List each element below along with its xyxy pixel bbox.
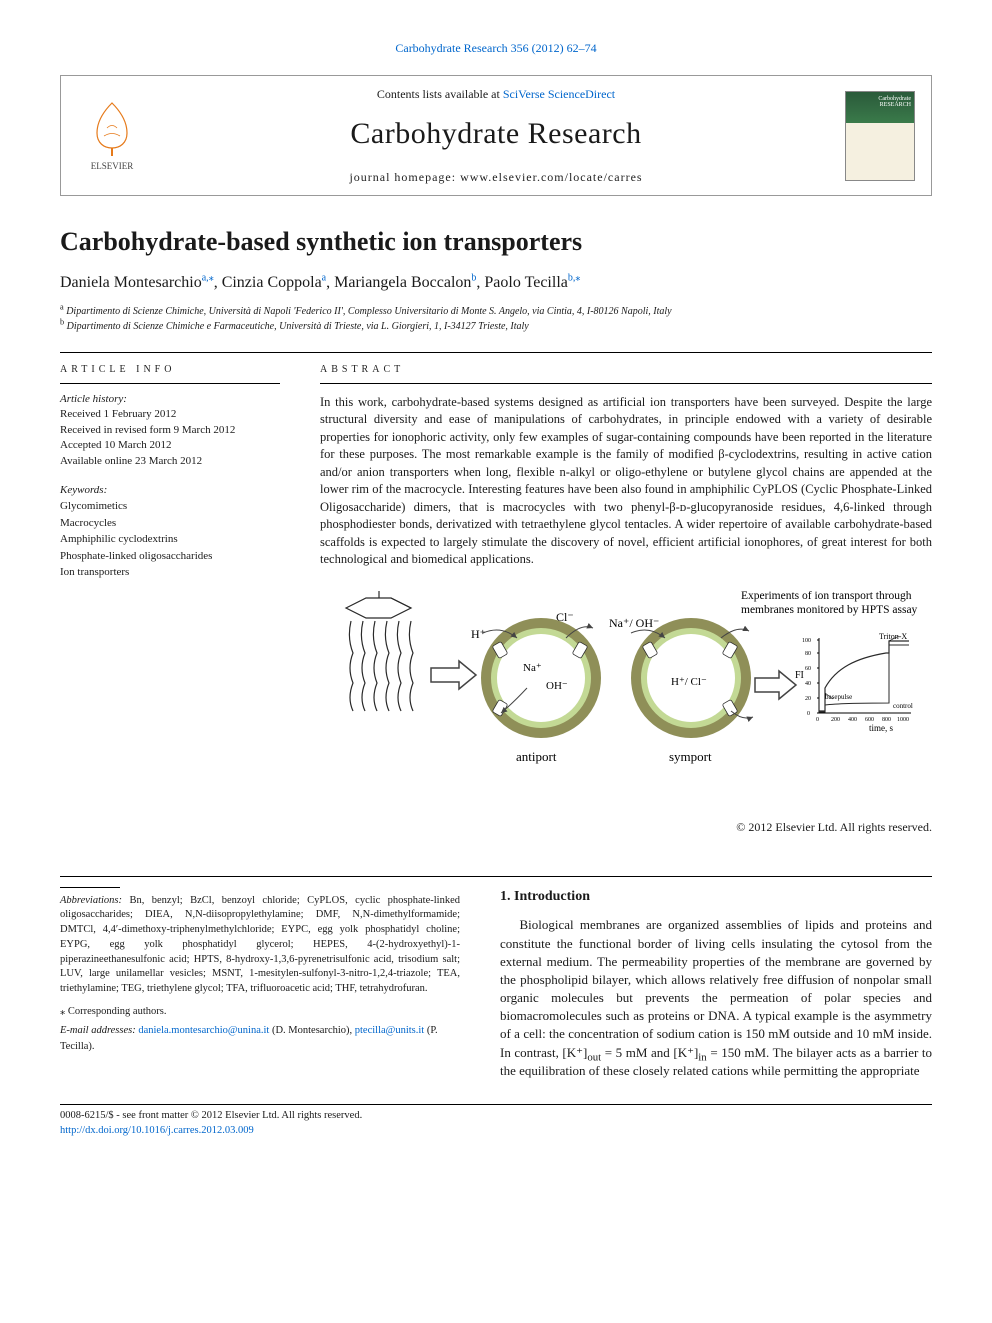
svg-text:20: 20 — [805, 696, 811, 702]
divider — [60, 1104, 932, 1105]
keyword: Glycomimetics — [60, 498, 280, 515]
svg-text:0: 0 — [816, 717, 819, 723]
copyright: © 2012 Elsevier Ltd. All rights reserved… — [320, 819, 932, 836]
svg-text:FI: FI — [795, 670, 804, 681]
keywords-label: Keywords: — [60, 483, 280, 498]
abstract-column: abstract In this work, carbohydrate-base… — [320, 363, 932, 864]
sciencedirect-link[interactable]: SciVerse ScienceDirect — [503, 87, 615, 101]
journal-cover-thumbnail: Carbohydrate RESEARCH — [845, 91, 915, 181]
svg-text:membranes monitored by HPTS as: membranes monitored by HPTS assay — [741, 604, 918, 616]
svg-text:basepulse: basepulse — [825, 693, 852, 701]
affiliations: a Dipartimento di Scienze Chimiche, Univ… — [60, 304, 932, 334]
svg-text:100: 100 — [802, 638, 811, 644]
history-revised: Received in revised form 9 March 2012 — [60, 423, 280, 438]
divider — [60, 383, 280, 384]
email-link-1[interactable]: daniela.montesarchio@unina.it — [138, 1025, 269, 1036]
article-info-column: article info Article history: Received 1… — [60, 363, 280, 864]
svg-text:40: 40 — [805, 681, 811, 687]
introduction-column: 1. Introduction Biological membranes are… — [500, 887, 932, 1080]
footnotes-column: Abbreviations: Bn, benzyl; BzCl, benzoyl… — [60, 887, 460, 1080]
divider — [60, 352, 932, 353]
history-online: Available online 23 March 2012 — [60, 454, 280, 469]
journal-title: Carbohydrate Research — [167, 113, 825, 155]
author-1: Daniela Montesarchio — [60, 274, 202, 291]
keyword: Phosphate-linked oligosaccharides — [60, 548, 280, 565]
author-list: Daniela Montesarchioa,⁎, Cinzia Coppolaa… — [60, 272, 932, 294]
svg-text:time, s: time, s — [869, 723, 893, 733]
graphical-abstract: H⁺ Cl⁻ Na⁺ OH⁻ antiport — [320, 583, 932, 803]
graphical-abstract-figure: H⁺ Cl⁻ Na⁺ OH⁻ antiport — [331, 583, 921, 803]
author-2: Cinzia Coppola — [222, 274, 322, 291]
svg-text:OH⁻: OH⁻ — [546, 680, 568, 692]
svg-text:Triton-X: Triton-X — [879, 632, 907, 641]
doi-link[interactable]: http://dx.doi.org/10.1016/j.carres.2012.… — [60, 1125, 254, 1136]
svg-text:Cl⁻: Cl⁻ — [556, 610, 574, 624]
svg-text:Na⁺: Na⁺ — [523, 662, 542, 674]
svg-text:200: 200 — [831, 717, 840, 723]
history-label: Article history: — [60, 392, 280, 407]
history-received: Received 1 February 2012 — [60, 407, 280, 422]
svg-text:80: 80 — [805, 651, 811, 657]
svg-text:control: control — [893, 702, 913, 710]
citation-line: Carbohydrate Research 356 (2012) 62–74 — [60, 40, 932, 57]
svg-text:Experiments of ion transport t: Experiments of ion transport through — [741, 590, 912, 602]
history-accepted: Accepted 10 March 2012 — [60, 438, 280, 453]
front-matter-line: 0008-6215/$ - see front matter © 2012 El… — [60, 1109, 932, 1124]
affiliation-a: Dipartimento di Scienze Chimiche, Univer… — [66, 306, 671, 317]
svg-text:1000: 1000 — [897, 717, 909, 723]
section-heading: 1. Introduction — [500, 887, 932, 907]
svg-text:60: 60 — [805, 666, 811, 672]
contents-line: Contents lists available at SciVerse Sci… — [167, 86, 825, 103]
keyword: Amphiphilic cyclodextrins — [60, 531, 280, 548]
intro-paragraph: Biological membranes are organized assem… — [500, 916, 932, 1080]
svg-text:antiport: antiport — [516, 749, 557, 764]
page-footer: 0008-6215/$ - see front matter © 2012 El… — [60, 1104, 932, 1138]
article-title: Carbohydrate-based synthetic ion transpo… — [60, 226, 932, 257]
abstract-text: In this work, carbohydrate-based systems… — [320, 394, 932, 569]
publisher-name: ELSEVIER — [91, 160, 134, 173]
publisher-logo: ELSEVIER — [77, 96, 147, 176]
journal-banner: ELSEVIER Contents lists available at Sci… — [60, 75, 932, 197]
affiliation-b: Dipartimento di Scienze Chimiche e Farma… — [67, 321, 529, 332]
article-info-head: article info — [60, 363, 280, 377]
citation-link[interactable]: Carbohydrate Research 356 (2012) 62–74 — [395, 41, 596, 55]
author-4: Paolo Tecilla — [484, 274, 567, 291]
keyword: Ion transporters — [60, 564, 280, 581]
abbreviations: Abbreviations: Bn, benzyl; BzCl, benzoyl… — [60, 894, 460, 997]
divider — [60, 876, 932, 877]
homepage-url: www.elsevier.com/locate/carres — [460, 170, 642, 184]
svg-text:0: 0 — [807, 711, 810, 717]
svg-text:Na⁺/ OH⁻: Na⁺/ OH⁻ — [609, 616, 659, 630]
corresponding-note: ⁎ Corresponding authors. — [60, 1005, 460, 1020]
keyword: Macrocycles — [60, 515, 280, 532]
elsevier-tree-icon — [82, 98, 142, 158]
svg-text:symport: symport — [669, 749, 712, 764]
journal-homepage: journal homepage: www.elsevier.com/locat… — [167, 169, 825, 186]
svg-text:400: 400 — [848, 717, 857, 723]
footnote-rule — [60, 887, 120, 888]
svg-text:H⁺/ Cl⁻: H⁺/ Cl⁻ — [671, 676, 707, 688]
label-h-plus: H⁺ — [471, 627, 486, 641]
author-3: Mariangela Boccalon — [334, 274, 471, 291]
email-link-2[interactable]: ptecilla@units.it — [355, 1025, 424, 1036]
email-addresses: E-mail addresses: daniela.montesarchio@u… — [60, 1023, 460, 1055]
abstract-head: abstract — [320, 363, 932, 377]
divider — [320, 383, 932, 384]
